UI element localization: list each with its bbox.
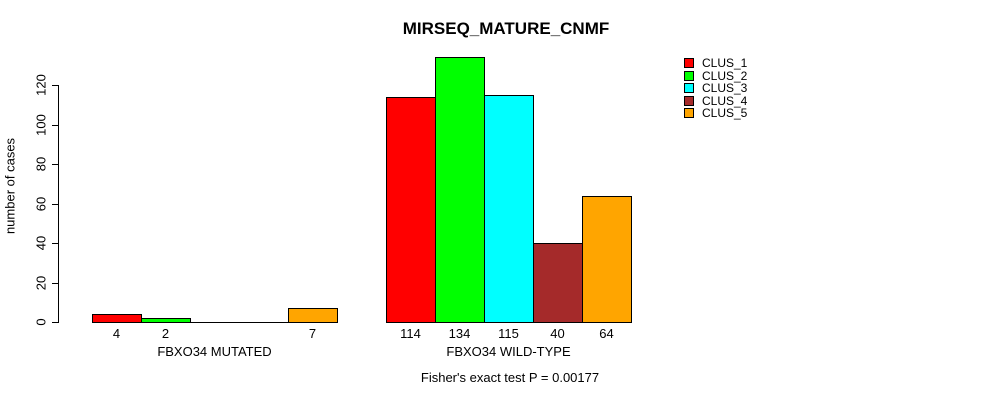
- bar-clus_4-zero: [239, 322, 289, 323]
- bar-clus_2: [141, 318, 191, 323]
- x-group-label: FBXO34 MUTATED: [157, 344, 272, 359]
- y-axis-tick: [52, 322, 58, 323]
- bar-value-label: 134: [448, 326, 471, 341]
- bar-clus_2: [435, 57, 485, 323]
- y-axis-tick: [52, 125, 58, 126]
- legend-swatch-clus_4: [684, 95, 694, 106]
- y-axis-tick: [52, 204, 58, 205]
- y-axis-tick-label: 100: [33, 114, 49, 136]
- legend-item: CLUS_3: [684, 82, 747, 95]
- legend-label: CLUS_3: [702, 81, 748, 96]
- legend-item: CLUS_2: [684, 70, 747, 83]
- y-axis-tick-label: 120: [33, 74, 49, 96]
- legend-label: CLUS_4: [702, 93, 748, 108]
- y-axis-tick-label: 80: [33, 156, 49, 172]
- bar-clus_3-zero: [190, 322, 240, 323]
- bar-clus_1: [386, 97, 436, 323]
- bar-value-label: 64: [599, 326, 614, 341]
- legend-label: CLUS_5: [702, 106, 748, 121]
- legend-item: CLUS_1: [684, 57, 747, 70]
- bar-clus_3: [484, 95, 534, 323]
- bar-clus_1: [92, 314, 142, 323]
- legend-swatch-clus_2: [684, 70, 694, 81]
- bar-value-label: 40: [550, 326, 565, 341]
- legend-label: CLUS_2: [702, 68, 748, 83]
- chart-title: MIRSEQ_MATURE_CNMF: [402, 19, 610, 38]
- y-axis-line: [58, 85, 59, 323]
- y-axis-tick-label: 60: [33, 196, 49, 212]
- y-axis-tick: [52, 283, 58, 284]
- y-axis-tick: [52, 243, 58, 244]
- bar-value-label: 115: [498, 326, 519, 341]
- bar-clus_5: [288, 308, 338, 323]
- x-group-label: FBXO34 WILD-TYPE: [446, 344, 571, 359]
- y-axis-tick-label: 0: [33, 318, 49, 326]
- bar-value-label: 2: [161, 326, 170, 341]
- legend-item: CLUS_5: [684, 107, 747, 120]
- legend-label: CLUS_1: [702, 56, 748, 71]
- legend-swatch-clus_5: [684, 108, 694, 119]
- y-axis-tick-label: 20: [33, 275, 49, 291]
- bar-clus_4: [533, 243, 583, 323]
- y-axis-tick: [52, 164, 58, 165]
- bar-value-label: 4: [112, 326, 121, 341]
- y-axis-tick: [52, 85, 58, 86]
- y-axis-label: number of cases: [2, 137, 18, 235]
- bar-value-label: 7: [308, 326, 317, 341]
- fisher-test-annotation: Fisher's exact test P = 0.00177: [420, 370, 600, 385]
- y-axis-tick-label: 40: [33, 235, 49, 251]
- legend: CLUS_1 CLUS_2 CLUS_3 CLUS_4 CLUS_5: [684, 57, 747, 120]
- legend-swatch-clus_1: [684, 58, 694, 69]
- legend-swatch-clus_3: [684, 83, 694, 94]
- legend-item: CLUS_4: [684, 95, 747, 108]
- bar-clus_5: [582, 196, 632, 323]
- bar-value-label: 114: [400, 326, 421, 341]
